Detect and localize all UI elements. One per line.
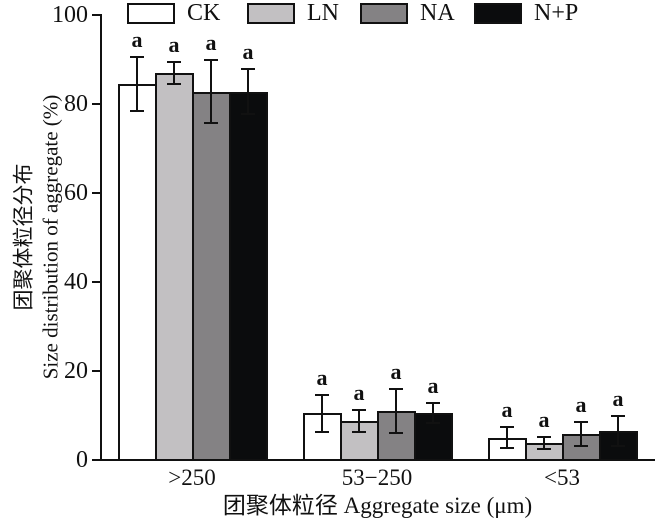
bar-CK — [118, 83, 157, 461]
error-bar-line — [617, 416, 619, 446]
x-category-label: >250 — [168, 465, 216, 490]
y-tick — [92, 103, 101, 105]
error-bar-cap-bottom — [611, 444, 625, 447]
y-tick-label: 100 — [52, 2, 88, 28]
significance-label: a — [427, 373, 439, 399]
error-bar-line — [358, 409, 360, 432]
y-tick — [92, 370, 101, 372]
error-bar-line — [580, 422, 582, 447]
significance-label: a — [575, 392, 587, 418]
legend-swatch-CK — [127, 3, 175, 24]
error-bar-line — [432, 403, 434, 424]
y-tick — [92, 459, 101, 461]
x-category-label: 53−250 — [341, 465, 413, 490]
error-bar-cap-bottom — [167, 82, 181, 85]
error-bar-cap-top — [574, 421, 588, 424]
legend-swatch-N+P — [474, 3, 522, 24]
significance-label: a — [131, 27, 143, 53]
x-axis-title: 团聚体粒径 Aggregate size (μm) — [222, 493, 533, 518]
legend-label-LN: LN — [307, 0, 339, 26]
error-bar-line — [173, 61, 175, 84]
bar-LN — [155, 72, 194, 461]
error-bar-cap-bottom — [204, 121, 218, 124]
legend-swatch-NA — [360, 3, 408, 24]
significance-label: a — [353, 379, 365, 405]
error-bar-cap-top — [204, 59, 218, 62]
error-bar-cap-top — [500, 426, 514, 429]
y-tick-label: 0 — [76, 447, 88, 473]
y-tick-label: 20 — [64, 358, 88, 384]
error-bar-line — [136, 57, 138, 111]
y-tick-label: 40 — [64, 269, 88, 295]
legend-label-NA: NA — [420, 0, 455, 26]
significance-label: a — [538, 406, 550, 432]
error-bar-cap-top — [241, 68, 255, 71]
error-bar-cap-bottom — [426, 422, 440, 425]
error-bar-cap-bottom — [315, 430, 329, 433]
error-bar-cap-bottom — [500, 447, 514, 450]
error-bar-cap-bottom — [574, 445, 588, 448]
bar-N+P — [229, 91, 268, 461]
significance-label: a — [612, 386, 624, 412]
error-bar-cap-bottom — [537, 448, 551, 451]
error-bar-line — [395, 388, 397, 434]
error-bar-cap-top — [426, 402, 440, 405]
significance-label: a — [390, 358, 402, 384]
y-tick-label: 60 — [64, 180, 88, 206]
x-category-label: <53 — [544, 465, 580, 490]
significance-label: a — [242, 39, 254, 65]
error-bar-line — [506, 427, 508, 449]
legend-label-N+P: N+P — [534, 0, 579, 26]
significance-label: a — [501, 397, 513, 423]
error-bar-cap-top — [315, 393, 329, 396]
significance-label: a — [205, 30, 217, 56]
y-tick — [92, 192, 101, 194]
y-axis-line — [100, 14, 102, 461]
y-axis-title-en: Size distribution of aggregate (%) — [38, 94, 63, 380]
error-bar-cap-top — [537, 435, 551, 438]
error-bar-line — [247, 69, 249, 114]
error-bar-cap-bottom — [352, 430, 366, 433]
legend-label-CK: CK — [187, 0, 221, 26]
error-bar-cap-bottom — [241, 112, 255, 115]
y-axis-title-zh: 团聚体粒径分布 — [11, 163, 36, 311]
y-axis-title: 团聚体粒径分布 Size distribution of aggregate (… — [11, 14, 65, 461]
error-bar-cap-bottom — [389, 432, 403, 435]
error-bar-cap-top — [611, 415, 625, 418]
error-bar-line — [210, 60, 212, 123]
y-tick — [92, 281, 101, 283]
error-bar-cap-bottom — [130, 109, 144, 112]
legend-swatch-LN — [247, 3, 295, 24]
error-bar-cap-top — [167, 60, 181, 63]
error-bar-cap-top — [352, 408, 366, 411]
error-bar-line — [321, 394, 323, 432]
error-bar-cap-top — [389, 387, 403, 390]
significance-label: a — [316, 364, 328, 390]
y-tick-label: 80 — [64, 91, 88, 117]
error-bar-line — [543, 436, 545, 450]
y-tick — [92, 14, 101, 16]
significance-label: a — [168, 31, 180, 57]
error-bar-cap-top — [130, 56, 144, 59]
bar-NA — [192, 91, 231, 461]
